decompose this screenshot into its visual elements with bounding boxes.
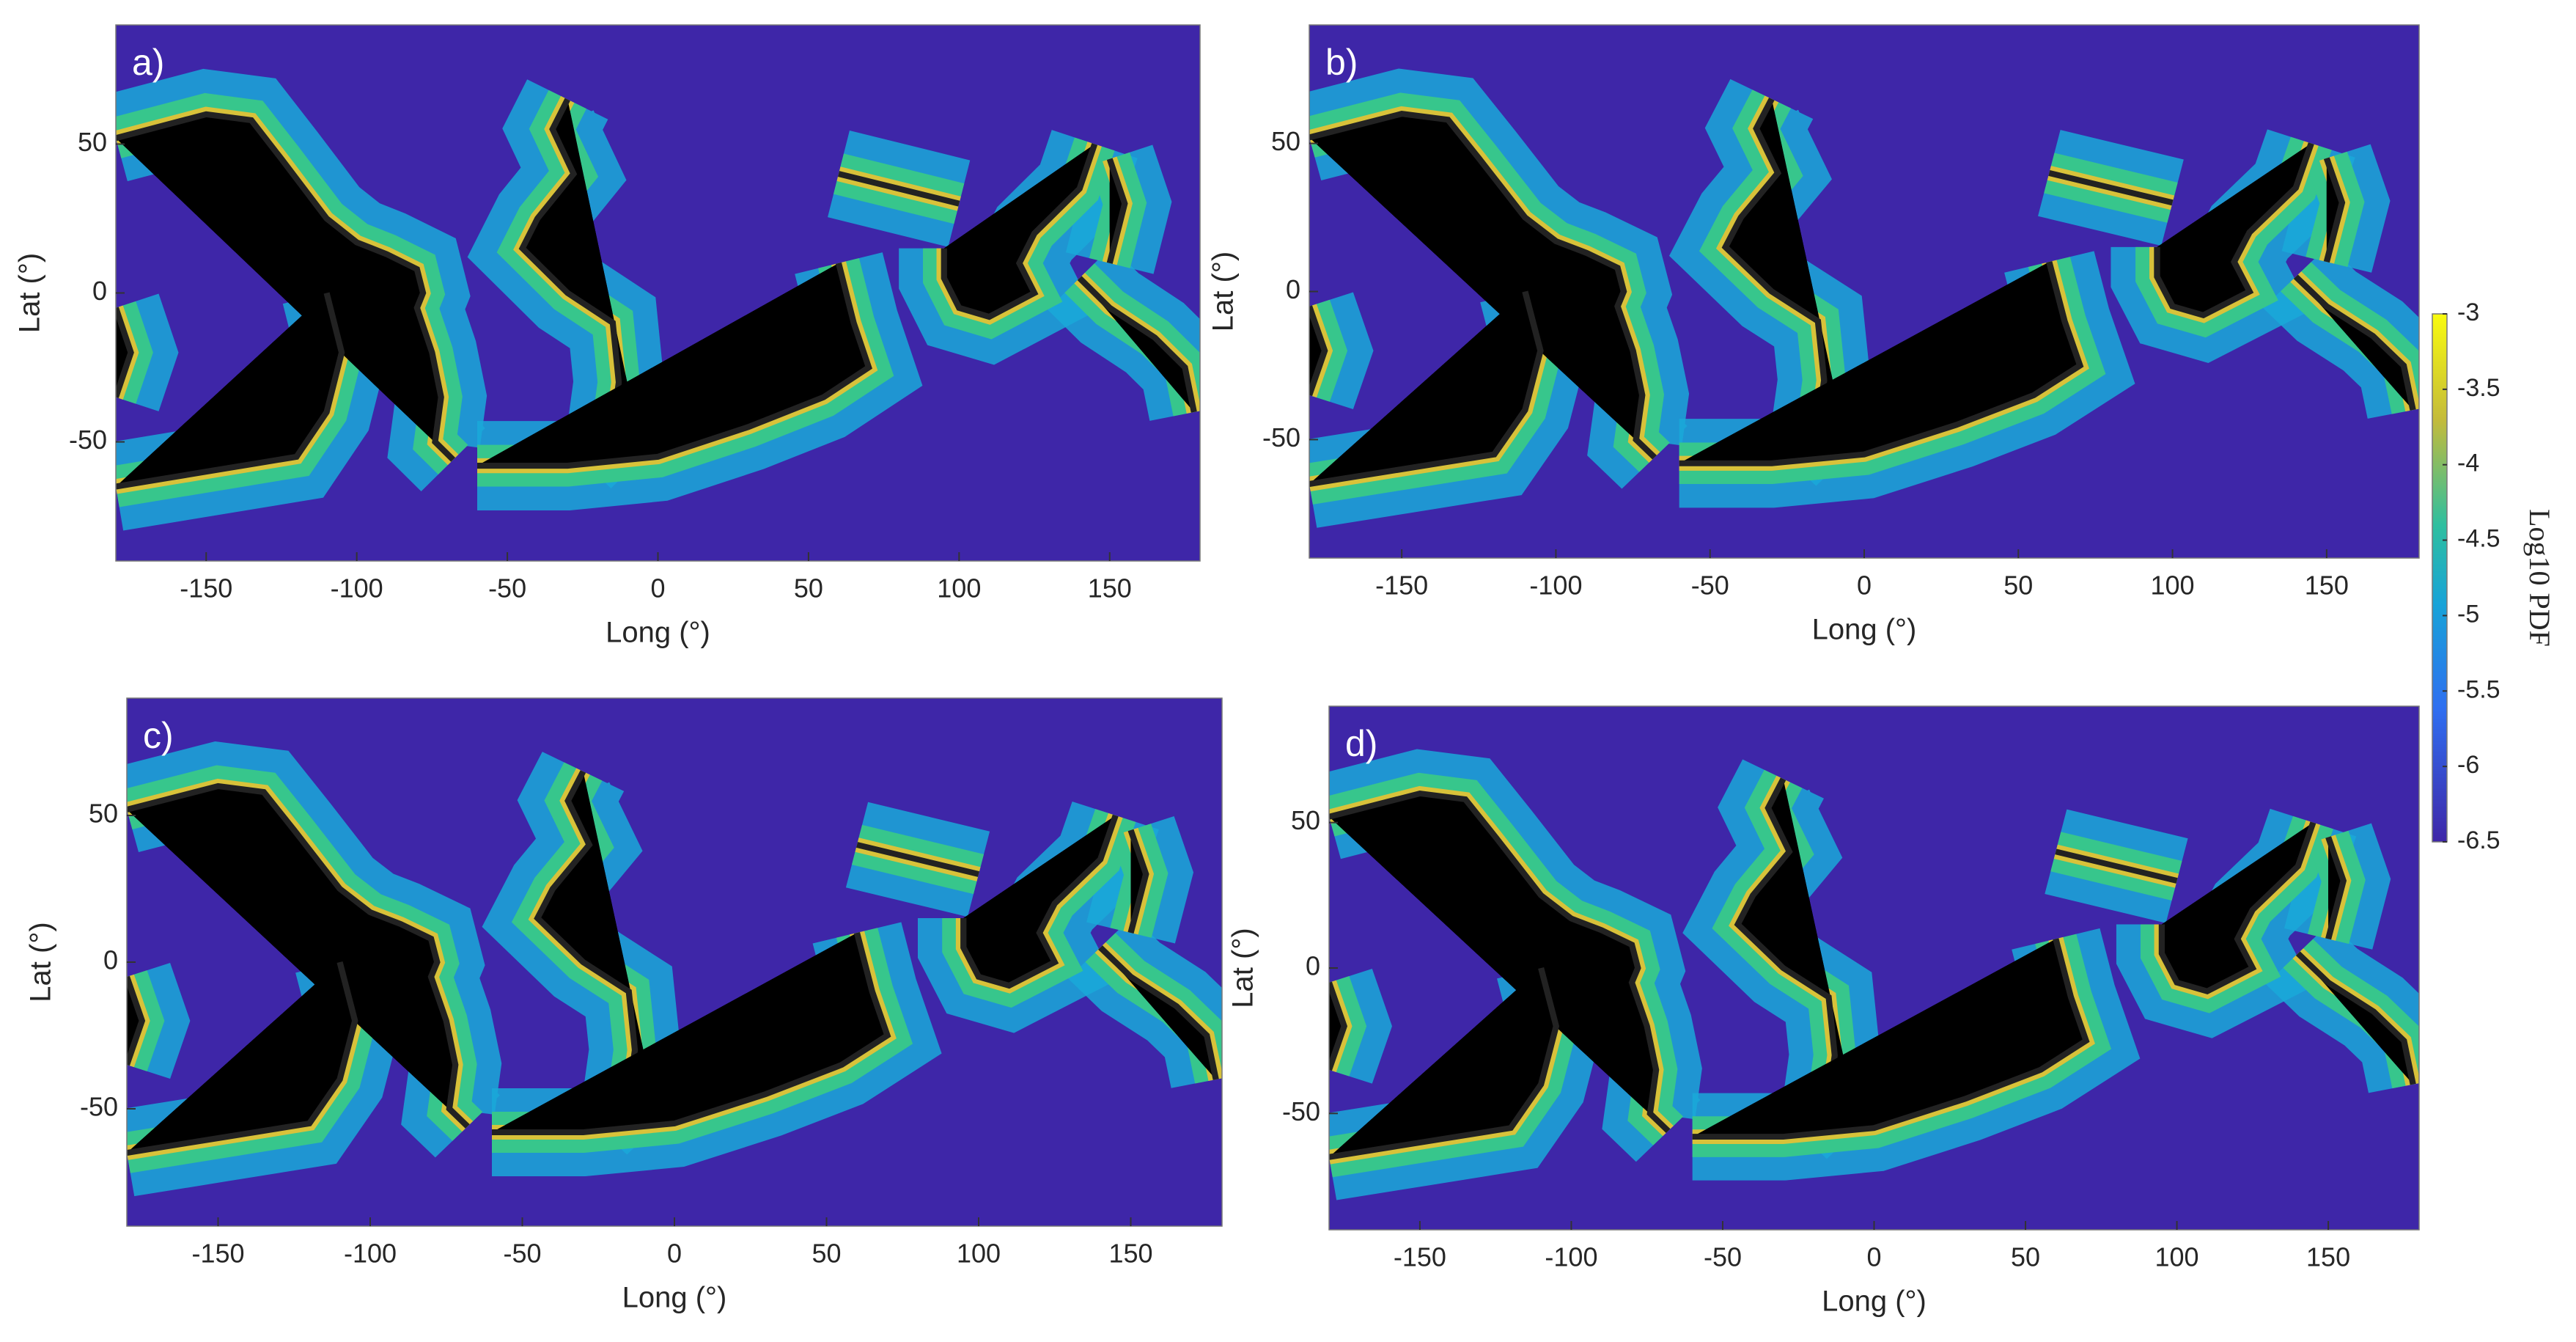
x-tick-label: -150 [1375,571,1428,601]
x-tick-label: 50 [794,573,823,604]
colorbar: -3 -3.5 -4 -4.5 -5 -5.5 -6 -6.5 Log10 PDF [2432,298,2556,854]
y-tick-label: 0 [1286,274,1300,304]
panel-label: b) [1325,42,1358,83]
x-tick-label: -50 [1691,571,1729,601]
x-tick-label: 100 [957,1239,1001,1269]
x-tick-label: 100 [2155,1242,2199,1272]
x-tick-label: -150 [180,573,232,604]
colorbar-tick-label: -3 [2457,298,2479,326]
x-axis-label: Long (°) [1812,614,1917,646]
x-tick-label: -50 [503,1239,541,1269]
x-tick-label: 50 [2003,571,2033,601]
x-tick-label: 100 [937,573,981,604]
y-tick-label: -50 [1282,1096,1320,1126]
y-tick-label: 0 [103,945,118,975]
x-tick-label: -100 [1545,1242,1597,1272]
y-axis-label: Lat (°) [1227,928,1259,1008]
x-tick-label: 150 [2305,571,2349,601]
y-tick-label: 0 [1306,951,1320,981]
x-tick-label: 50 [2011,1242,2040,1272]
x-tick-label: 0 [1866,1242,1881,1272]
map [127,698,1222,1226]
x-tick-label: -150 [191,1239,244,1269]
y-tick-label: 50 [78,127,107,157]
x-axis-label: Long (°) [622,1282,727,1314]
x-tick-label: 150 [2306,1242,2350,1272]
colorbar-label: Log10 PDF [2523,509,2556,647]
x-tick-label: 50 [812,1239,841,1269]
colorbar-tick-label: -5.5 [2457,675,2500,703]
x-tick-label: 150 [1108,1239,1152,1269]
y-tick-label: 50 [89,799,118,829]
y-tick-label: 0 [92,276,107,306]
panel: c) -150 -100 -50 0 50 100 150 -50 0 50 Long (°) Lat … [25,697,1223,1314]
x-tick-label: -150 [1394,1242,1446,1272]
y-tick-label: -50 [1262,422,1300,452]
x-axis-label: Long (°) [1822,1286,1927,1318]
y-tick-label: 50 [1271,126,1300,156]
panel-label: a) [132,42,164,83]
x-tick-label: -50 [1704,1242,1742,1272]
y-axis-label: Lat (°) [25,922,57,1002]
x-tick-label: -100 [331,573,383,604]
x-tick-label: -50 [488,573,526,604]
x-tick-label: -100 [1529,571,1582,601]
x-tick-label: 0 [1857,571,1872,601]
y-tick-label: -50 [69,425,107,455]
x-tick-label: 150 [1088,573,1132,604]
map [1329,706,2419,1230]
colorbar-tick-label: -3.5 [2457,374,2500,402]
x-axis-label: Long (°) [606,617,710,649]
panel-label: c) [143,715,174,756]
y-tick-label: 50 [1291,805,1320,835]
panel-label: d) [1345,723,1377,764]
colorbar-tick-label: -6.5 [2457,826,2500,854]
map [116,25,1200,561]
x-tick-label: 0 [650,573,665,604]
panel: b) -150 -100 -50 0 50 100 150 -50 0 50 Long (°) Lat … [1207,24,2420,646]
panel: a) -150 -100 -50 0 50 100 150 -50 0 50 Long (°) Lat … [14,24,1201,649]
colorbar-tick-label: -6 [2457,751,2479,779]
x-tick-label: 100 [2151,571,2195,601]
panel: d) -150 -100 -50 0 50 100 150 -50 0 50 Long (°) Lat … [1227,705,2420,1318]
colorbar-tick-label: -4 [2457,450,2479,477]
colorbar-gradient [2432,313,2448,843]
y-axis-label: Lat (°) [1207,252,1240,331]
colorbar-tick-label: -5 [2457,600,2479,628]
map [1309,25,2419,558]
x-tick-label: 0 [667,1239,682,1269]
colorbar-tick-label: -4.5 [2457,525,2500,553]
y-axis-label: Lat (°) [14,253,46,333]
x-tick-label: -100 [344,1239,397,1269]
y-tick-label: -50 [80,1092,118,1122]
